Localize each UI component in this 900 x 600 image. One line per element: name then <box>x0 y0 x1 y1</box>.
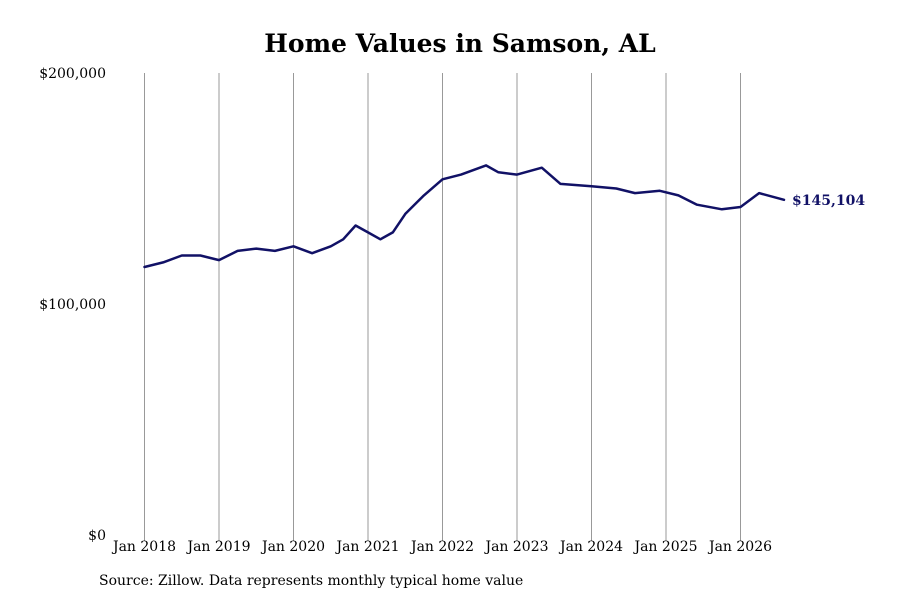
chart-title: Home Values in Samson, AL <box>264 29 656 58</box>
y-tick-label: $0 <box>88 528 106 544</box>
x-tick-label: Jan 2021 <box>334 539 399 555</box>
x-tick-label: Jan 2019 <box>185 539 250 555</box>
x-tick-label: Jan 2026 <box>707 539 772 555</box>
x-tick-label: Jan 2018 <box>111 539 176 555</box>
y-tick-label: $100,000 <box>39 297 106 313</box>
end-value-label: $145,104 <box>792 193 865 209</box>
series-layer: $145,104 <box>143 164 865 269</box>
x-tick-label: Jan 2024 <box>558 539 623 555</box>
axis-labels: Jan 2018 Jan 2019 Jan 2020 Jan 2021 Jan 2022… <box>39 66 772 555</box>
x-tick-label: Jan 2020 <box>260 539 325 555</box>
x-tick-label: Jan 2023 <box>483 539 548 555</box>
y-tick-label: $200,000 <box>39 66 106 82</box>
source-note: Source: Zillow. Data represents monthly … <box>99 573 524 589</box>
x-tick-label: Jan 2025 <box>632 539 697 555</box>
x-tick-label: Jan 2022 <box>409 539 474 555</box>
series-line <box>143 164 786 269</box>
grid-lines <box>144 73 741 541</box>
